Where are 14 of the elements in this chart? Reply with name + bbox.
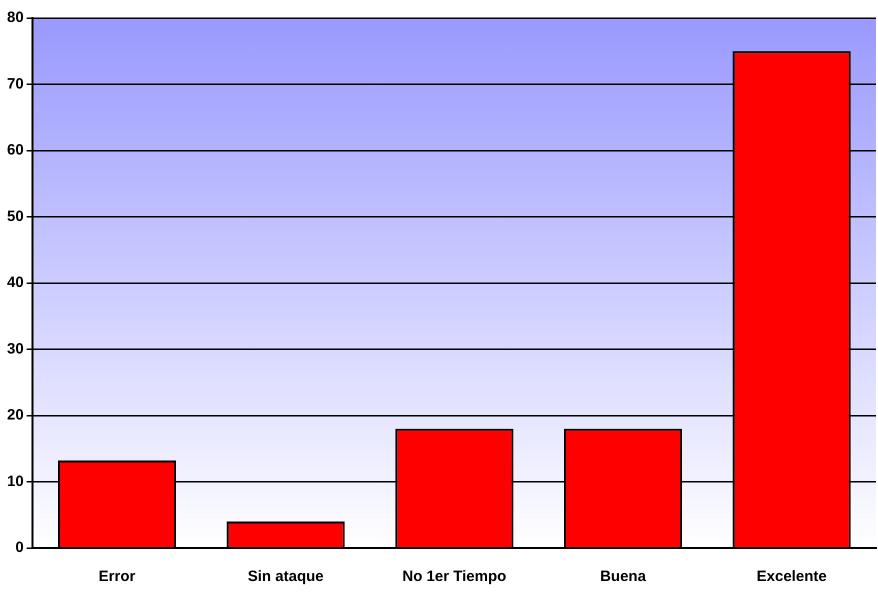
- x-tick-label: Error: [98, 568, 136, 586]
- y-tick-label: 40: [6, 274, 24, 292]
- y-tick-label: 80: [6, 9, 24, 26]
- y-tick-label: 70: [6, 75, 24, 92]
- x-tick-label: No 1er Tiempo: [402, 568, 506, 586]
- y-tick-label: 30: [6, 340, 24, 358]
- y-tick-label: 10: [6, 472, 24, 490]
- x-tick-label: Excelente: [756, 568, 827, 586]
- y-tick-label: 0: [15, 539, 24, 556]
- y-tick-label: 20: [6, 406, 24, 424]
- y-tick-label: 50: [6, 208, 24, 225]
- x-tick-label: Buena: [600, 568, 647, 586]
- y-tick-label: 60: [6, 142, 24, 159]
- x-tick-label: Sin ataque: [248, 568, 324, 586]
